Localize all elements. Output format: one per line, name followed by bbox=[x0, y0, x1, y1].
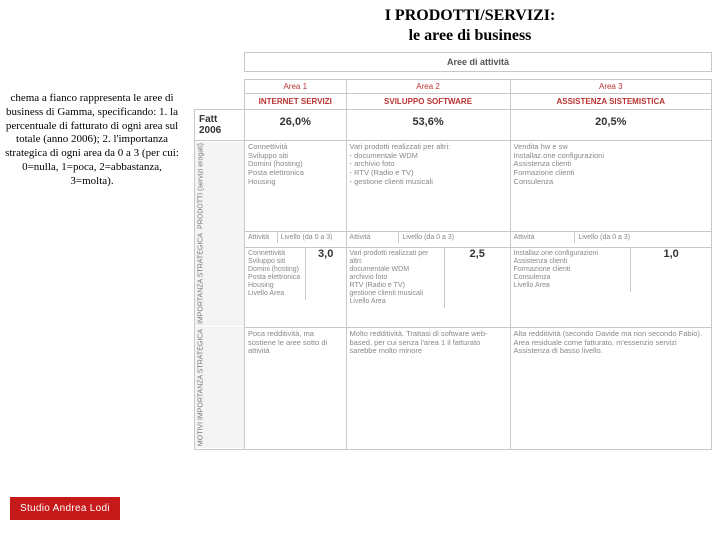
table-container: Aree di attività Area 1 Area 2 Area 3 IN… bbox=[190, 52, 712, 450]
content-area: chema a fianco rappresenta le aree di bu… bbox=[0, 48, 720, 450]
table-row: PRODOTTI (servizi erogati) Connettività … bbox=[195, 141, 712, 232]
area-label-3: Area 3 bbox=[510, 80, 711, 94]
table-row: Aree di attività bbox=[195, 53, 712, 72]
imp-3: Installaz.one configurazioni Assistenza … bbox=[511, 248, 631, 292]
prodotti-3: Vendita hw e sw Installaz.one configuraz… bbox=[510, 141, 711, 232]
lvl-hdr: Livello (da 0 a 3) bbox=[277, 232, 345, 243]
lvl-hdr: Livello (da 0 a 3) bbox=[575, 232, 711, 243]
motivi-3: Alta redditività (secondo Davide ma non … bbox=[510, 327, 711, 449]
motivi-1: Poca redditività, ma sostiene le aree so… bbox=[245, 327, 347, 449]
lvl-hdr: Livello (da 0 a 3) bbox=[399, 232, 510, 243]
imp-2: Vari prodotti realizzati per altri: docu… bbox=[347, 248, 445, 308]
side-prodotti: PRODOTTI (servizi erogati) bbox=[195, 141, 245, 232]
table-row: MOTIVI IMPORTANZA STRATEGICA Poca reddit… bbox=[195, 327, 712, 449]
pct-1: 26,0% bbox=[245, 110, 347, 141]
header-aree: Aree di attività bbox=[245, 53, 712, 72]
lvl-2: 2,5 bbox=[444, 248, 509, 308]
att-hdr: Attività bbox=[347, 232, 399, 243]
table-row: IMPORTANZA STRATEGICA Attività Livello (… bbox=[195, 231, 712, 247]
side-motivi: MOTIVI IMPORTANZA STRATEGICA bbox=[195, 327, 245, 449]
table-row: INTERNET SERVIZI SVILUPPO SOFTWARE ASSIS… bbox=[195, 94, 712, 110]
area-label-2: Area 2 bbox=[346, 80, 510, 94]
pct-2: 53,6% bbox=[346, 110, 510, 141]
side-importanza: IMPORTANZA STRATEGICA bbox=[195, 231, 245, 327]
table-row: Connettività Sviluppo siti Domini (hosti… bbox=[195, 247, 712, 327]
imp-1: Connettività Sviluppo siti Domini (hosti… bbox=[245, 248, 305, 300]
area-name-1: INTERNET SERVIZI bbox=[245, 94, 347, 110]
lvl-3: 1,0 bbox=[631, 248, 711, 292]
title-line-1: I PRODOTTI/SERVIZI: bbox=[220, 6, 720, 26]
area-name-2: SVILUPPO SOFTWARE bbox=[346, 94, 510, 110]
pct-3: 20,5% bbox=[510, 110, 711, 141]
table-row: Fatt 2006 26,0% 53,6% 20,5% bbox=[195, 110, 712, 141]
table-row: Area 1 Area 2 Area 3 bbox=[195, 80, 712, 94]
motivi-2: Molto redditività. Trattasi di software … bbox=[346, 327, 510, 449]
title-line-2: le aree di business bbox=[220, 26, 720, 46]
prodotti-2: Vari prodotti realizzati per altri: - do… bbox=[346, 141, 510, 232]
lvl-1: 3,0 bbox=[305, 248, 345, 300]
business-areas-table: Aree di attività Area 1 Area 2 Area 3 IN… bbox=[194, 52, 712, 450]
area-name-3: ASSISTENZA SISTEMISTICA bbox=[510, 94, 711, 110]
att-hdr: Attività bbox=[245, 232, 277, 243]
footer-studio: Studio Andrea Lodi bbox=[10, 497, 120, 520]
prodotti-1: Connettività Sviluppo siti Domini (hosti… bbox=[245, 141, 347, 232]
area-label-1: Area 1 bbox=[245, 80, 347, 94]
page-title: I PRODOTTI/SERVIZI: le aree di business bbox=[0, 0, 720, 48]
fatt-label: Fatt 2006 bbox=[195, 110, 245, 141]
description-text: chema a fianco rappresenta le aree di bu… bbox=[0, 52, 190, 450]
att-hdr: Attività bbox=[511, 232, 575, 243]
